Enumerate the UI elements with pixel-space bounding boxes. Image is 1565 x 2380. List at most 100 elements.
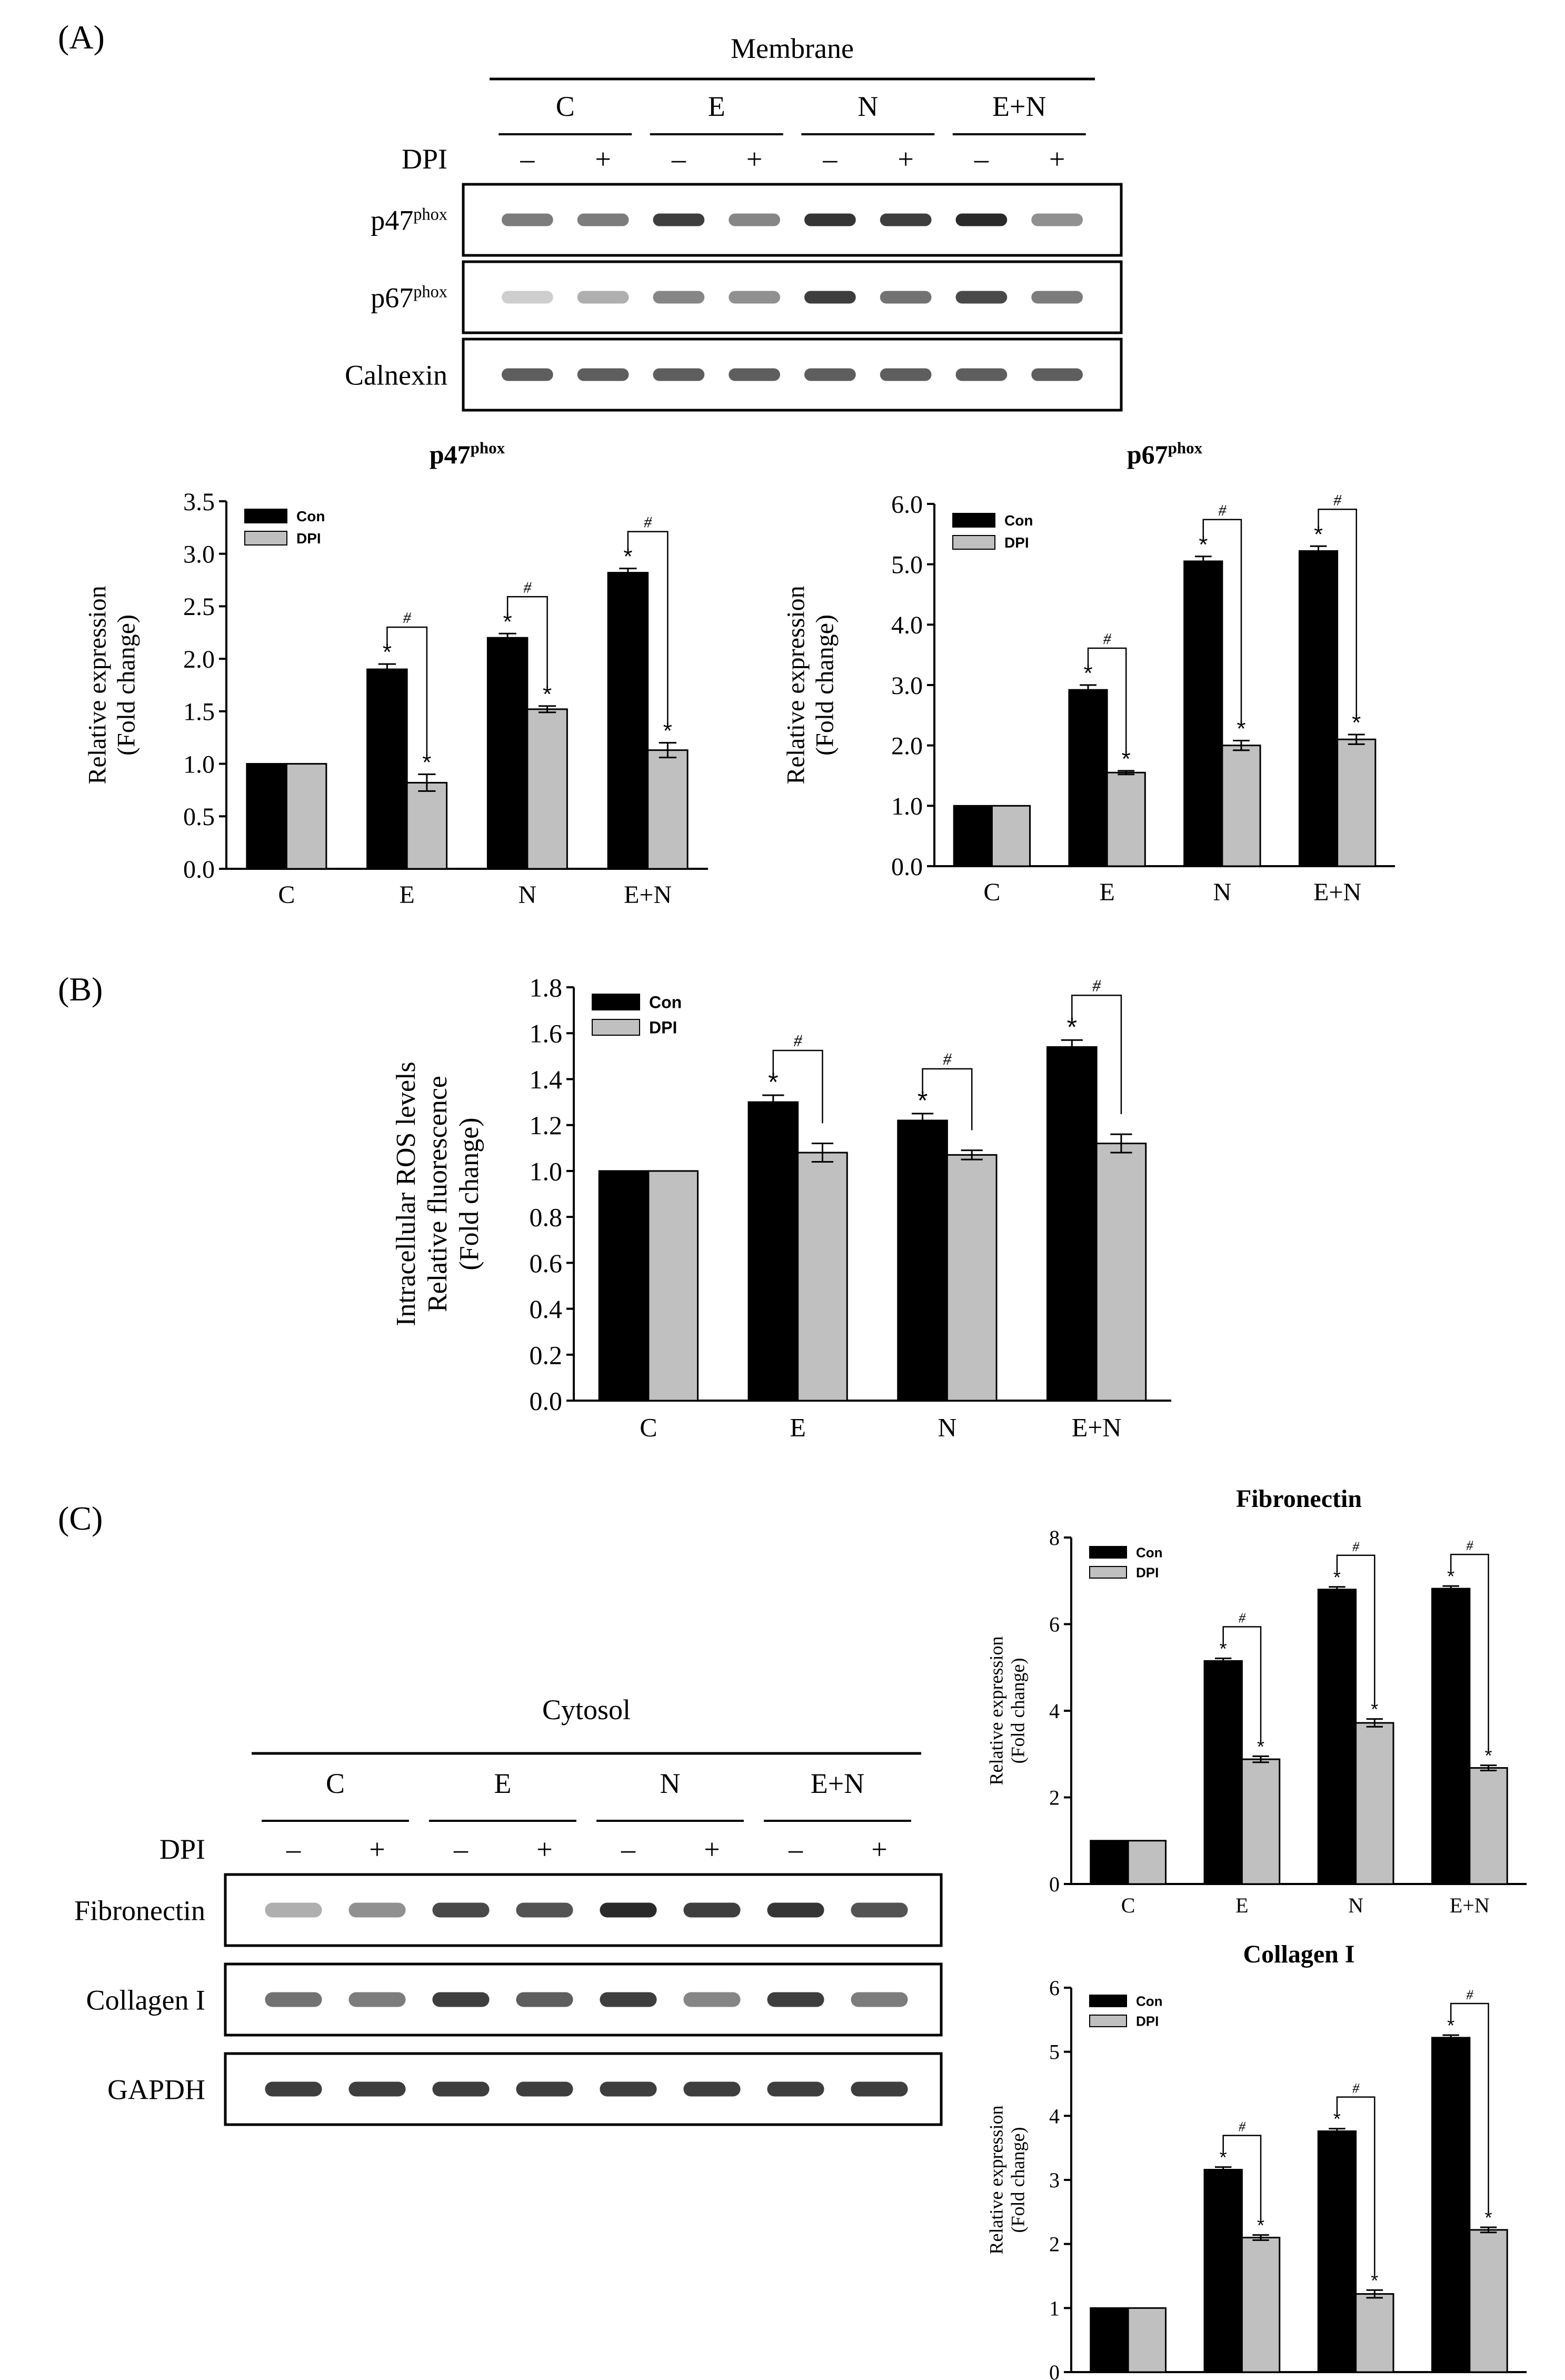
fibronectin-chart-y-tick-label: 2 xyxy=(1049,1786,1060,1810)
membrane-blot-band xyxy=(880,368,932,381)
membrane-blot-group-label: N xyxy=(858,91,878,122)
panel-label-c: (C) xyxy=(58,1500,103,1537)
collagen-chart-significance-star: * xyxy=(1371,2269,1378,2291)
membrane-blot-band xyxy=(577,291,629,304)
fibronectin-chart-y-tick-label: 8 xyxy=(1049,1526,1060,1550)
membrane-blot-treatment-sign: – xyxy=(520,143,535,175)
collagen-chart-legend-swatch xyxy=(1089,2015,1127,2027)
cytosol-blot-band xyxy=(767,1902,824,1918)
cytosol-blot-treatment-sign: + xyxy=(871,1833,887,1865)
membrane-blot-band xyxy=(653,213,705,226)
fibronectin-chart-significance-star: * xyxy=(1220,1638,1227,1659)
p67-phox-chart-significance-star: * xyxy=(1314,521,1323,547)
p47-phox-chart-bar-con xyxy=(486,637,529,870)
fibronectin-chart-x-tick-label: N xyxy=(1348,1893,1363,1917)
ros-levels-chart-bar-dpi xyxy=(946,1154,998,1402)
collagen-chart-title: Collagen I xyxy=(1243,1940,1354,1968)
p47-phox-chart-legend-swatch xyxy=(244,531,287,546)
fibronectin-chart-bar-con xyxy=(1203,1660,1243,1885)
p47-phox-chart-legend-label: Con xyxy=(296,508,325,524)
p67-phox-chart-title: p67phox xyxy=(1127,439,1203,469)
collagen-chart-significance-star: * xyxy=(1257,2215,1264,2236)
membrane-blot-treatment-sign: – xyxy=(974,143,989,175)
fibronectin-chart-significance-star: * xyxy=(1447,1565,1454,1587)
fibronectin-chart-bar-dpi xyxy=(1127,1840,1167,1885)
cytosol-blot-band xyxy=(516,1902,573,1918)
p67-phox-chart-bar-dpi xyxy=(1337,738,1377,867)
p47-phox-chart-bar-con xyxy=(366,668,408,870)
membrane-blot-row-frame xyxy=(462,338,1123,412)
ros-levels-chart-legend-label: DPI xyxy=(649,1018,677,1037)
p67-phox-chart-bar-con xyxy=(1068,689,1108,867)
cytosol-blot-treatment-sign: + xyxy=(536,1833,552,1865)
membrane-blot-band xyxy=(729,213,780,226)
collagen-chart-legend-label: Con xyxy=(1136,1993,1163,2009)
p47-phox-chart-bar-dpi xyxy=(647,749,689,870)
cytosol-blot-band xyxy=(432,1992,490,2007)
membrane-blot-row-label: p67phox xyxy=(371,282,447,313)
fibronectin-chart-legend-label: Con xyxy=(1136,1544,1163,1560)
membrane-blot-band xyxy=(502,291,553,304)
fibronectin-chart-y-tick-label: 0 xyxy=(1049,1872,1060,1896)
p47-phox-chart-significance-hash: # xyxy=(644,514,652,531)
fibronectin-chart-significance-bracket xyxy=(1222,1626,1262,1742)
p67-phox-chart-significance-bracket xyxy=(1202,519,1242,724)
ros-levels-chart-x-tick-label: C xyxy=(640,1413,657,1442)
ros-levels-chart-y-tick-label: 0.8 xyxy=(530,1203,563,1232)
p47-phox-chart-x-tick-label: C xyxy=(278,881,295,909)
ros-levels-chart-significance-star: * xyxy=(918,1086,928,1115)
fibronectin-chart-significance-hash: # xyxy=(1466,1538,1473,1553)
p47-phox-chart-title: p47phox xyxy=(430,439,505,469)
collagen-chart-significance-bracket xyxy=(1450,2002,1489,2214)
collagen-chart-y-tick-label: 1 xyxy=(1049,2296,1060,2320)
ros-levels-chart-significance-star: * xyxy=(1067,1012,1077,1042)
fibronectin-chart-y-axis-label: (Fold change) xyxy=(1008,1658,1029,1764)
fibronectin-chart-significance-hash: # xyxy=(1352,1539,1360,1554)
p47-phox-chart-legend-label: DPI xyxy=(296,530,321,547)
collagen-chart-bar-dpi xyxy=(1469,2229,1508,2373)
collagen-chart-y-axis-label: Relative expression xyxy=(985,2106,1006,2255)
collagen-chart-y-tick-label: 0 xyxy=(1049,2361,1060,2380)
membrane-blot-band xyxy=(502,213,553,226)
p47-phox-chart-x-tick-label: E+N xyxy=(624,881,672,909)
ros-levels-chart-significance-hash: # xyxy=(794,1031,803,1050)
p67-phox-chart-significance-star: * xyxy=(1122,746,1131,772)
membrane-blot-treatment-sign: + xyxy=(746,143,762,175)
p47-phox-chart-bar-dpi xyxy=(406,781,448,870)
fibronectin-chart-x-tick-label: E xyxy=(1235,1893,1248,1917)
p67-phox-chart-y-tick-label: 6.0 xyxy=(891,491,923,519)
cytosol-blot-band xyxy=(516,2081,573,2097)
p67-phox-chart-significance-star: * xyxy=(1352,710,1361,736)
p47-phox-chart-x-tick-label: E xyxy=(399,881,414,909)
ros-levels-chart-bar-dpi xyxy=(797,1152,848,1402)
cytosol-blot-row-frame xyxy=(224,2052,943,2126)
cytosol-blot-treatment-sign: + xyxy=(704,1833,720,1865)
p67-phox-chart: 0.0 1.0 2.0 3.0 4.0 5.0 6.0 Relative expression… xyxy=(782,439,1395,906)
cytosol-blot-band xyxy=(600,1902,657,1918)
collagen-chart-bar-con xyxy=(1203,2169,1243,2373)
cytosol-blot-band xyxy=(683,1902,741,1918)
membrane-blot-band xyxy=(804,213,856,226)
p47-phox-chart-y-tick-label: 2.0 xyxy=(183,646,215,673)
collagen-chart-legend-swatch xyxy=(1089,1995,1127,2007)
p67-phox-chart-x-tick-label: N xyxy=(1213,878,1232,906)
p47-phox-chart-y-tick-label: 3.0 xyxy=(183,541,215,569)
ros-levels-chart-y-tick-label: 1.6 xyxy=(530,1019,563,1048)
ros-levels-chart-significance-star: * xyxy=(768,1067,778,1097)
fibronectin-chart-y-tick-label: 4 xyxy=(1049,1699,1060,1723)
cytosol-blot-treatment-sign: – xyxy=(453,1833,468,1865)
collagen-chart-bar-con xyxy=(1317,2130,1357,2373)
ros-levels-chart-bar-dpi xyxy=(647,1170,699,1402)
p67-phox-chart-x-tick-label: C xyxy=(983,878,1000,906)
fibronectin-chart-title: Fibronectin xyxy=(1236,1485,1362,1513)
ros-levels-chart-legend-swatch xyxy=(592,994,640,1010)
collagen-chart-significance-hash: # xyxy=(1239,2119,1246,2135)
cytosol-blot-band xyxy=(432,2081,490,2097)
cytosol-blot: Cytosol C E N E+N DPI – + – + – + – + Fibronectin Colla… xyxy=(74,1694,943,2126)
ros-levels-chart-significance-hash: # xyxy=(943,1049,952,1068)
p47-phox-chart-significance-bracket xyxy=(506,596,548,690)
fibronectin-chart-significance-star: * xyxy=(1485,1745,1492,1767)
p67-phox-chart-y-tick-label: 3.0 xyxy=(891,672,923,700)
membrane-blot-treatment-sign: + xyxy=(1049,143,1065,175)
fibronectin-chart-significance-bracket xyxy=(1450,1553,1489,1751)
